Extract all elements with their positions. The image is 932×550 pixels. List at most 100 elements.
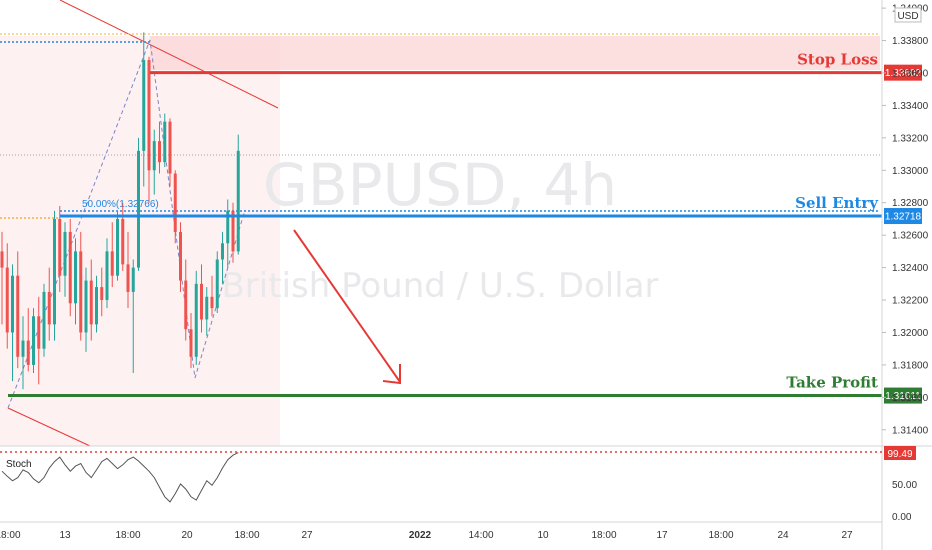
candle [210, 275, 214, 317]
candle [105, 238, 109, 309]
candle-body [74, 251, 77, 304]
stoch-value-text: 99.49 [887, 449, 912, 460]
candle-body [210, 296, 214, 309]
sell-entry-badge-text: 1.32718 [885, 212, 922, 223]
price-tick-5: 1.33000 [892, 166, 929, 177]
time-tick-12: 24 [777, 530, 789, 541]
candle-body [189, 329, 193, 357]
candle [126, 231, 130, 309]
fib-label: 50.00%(1.32766) [82, 199, 159, 210]
candle-body [142, 60, 146, 151]
candle [5, 243, 9, 349]
price-tick-9: 1.32200 [892, 296, 929, 307]
candle [95, 275, 98, 333]
price-tick-1: 1.33800 [892, 36, 929, 47]
price-tick-8: 1.32400 [892, 263, 929, 274]
candle-body [89, 280, 93, 325]
trade-levels: Stop Loss 1.33602 Sell Entry 1.32718 Take Pr… [8, 51, 922, 404]
forecast-arrow [293, 229, 401, 385]
price-tick-7: 1.32600 [892, 231, 929, 242]
candle [189, 313, 193, 369]
candle [110, 222, 114, 288]
candle-body [37, 316, 41, 349]
time-tick-11: 18:00 [708, 530, 733, 541]
candle-body [147, 60, 151, 171]
time-tick-13: 27 [841, 530, 853, 541]
candle [137, 137, 140, 271]
candle [215, 251, 219, 314]
candle [74, 238, 77, 325]
currency-label: USD [897, 11, 918, 22]
time-tick-4: 18:00 [234, 530, 259, 541]
candle [58, 205, 62, 292]
candle-body [21, 340, 25, 357]
candle [226, 199, 230, 268]
candle [100, 267, 104, 317]
candle [16, 251, 20, 369]
candle-body [5, 267, 9, 333]
price-tick-12: 1.31600 [892, 393, 929, 404]
candle [37, 296, 41, 385]
time-tick-10: 17 [656, 530, 668, 541]
candle [168, 118, 172, 187]
candle-body [221, 243, 224, 260]
currency-box [894, 7, 922, 23]
candle [173, 170, 177, 244]
candle-body [116, 218, 119, 276]
time-tick-3: 20 [181, 530, 193, 541]
time-tick-1: 13 [59, 530, 71, 541]
candle [0, 231, 4, 325]
candle [194, 270, 198, 365]
candle-body [63, 231, 67, 276]
take-profit-badge-text: 1.31611 [885, 391, 921, 402]
candle-body [226, 210, 230, 244]
price-tick-13: 1.31400 [892, 425, 929, 436]
candle-body [105, 251, 109, 301]
candle [147, 56, 151, 203]
candle-body [0, 251, 4, 268]
stoch-tick-0: 0.00 [892, 512, 912, 523]
take-profit-badge [884, 387, 922, 404]
candle [21, 316, 25, 390]
candle-body [205, 296, 209, 320]
candle [231, 202, 235, 263]
candle [42, 283, 46, 357]
stoch-tick-50: 50.00 [892, 480, 917, 491]
candle-body [126, 264, 130, 292]
candle-body [95, 287, 98, 325]
candle-body [100, 287, 104, 301]
sell-entry-label: Sell Entry [795, 194, 879, 212]
stop-loss-badge-text: 1.33602 [885, 68, 922, 79]
candle [11, 264, 14, 382]
time-tick-0: 18:00 [0, 530, 21, 541]
candle [163, 113, 167, 168]
stop-loss-label: Stop Loss [797, 51, 878, 69]
price-tick-11: 1.31800 [892, 360, 929, 371]
candle [63, 222, 67, 297]
sell-entry-badge [884, 208, 922, 225]
candle-body [194, 283, 198, 357]
candle-body [131, 267, 135, 292]
candle-body [184, 280, 188, 330]
time-tick-6: 2022 [409, 530, 432, 541]
stoch-label: Stoch [6, 459, 32, 470]
candle [116, 210, 119, 281]
subtitle-watermark: British Pound / U.S. Dollar [221, 266, 658, 306]
candle-body [168, 121, 172, 174]
candle [205, 287, 209, 336]
candle-body [58, 218, 62, 276]
zigzag-path [7, 39, 246, 409]
stop-loss-badge [884, 64, 922, 81]
candle-body [137, 150, 140, 268]
candles [0, 32, 240, 390]
candle-body [47, 291, 51, 325]
upper-trendline [59, 0, 279, 109]
candle [179, 222, 182, 292]
time-tick-5: 27 [301, 530, 313, 541]
candle-body [11, 275, 14, 333]
candle-body [231, 210, 235, 252]
candle [53, 210, 56, 341]
price-tick-3: 1.33400 [892, 101, 929, 112]
candle [184, 259, 188, 341]
